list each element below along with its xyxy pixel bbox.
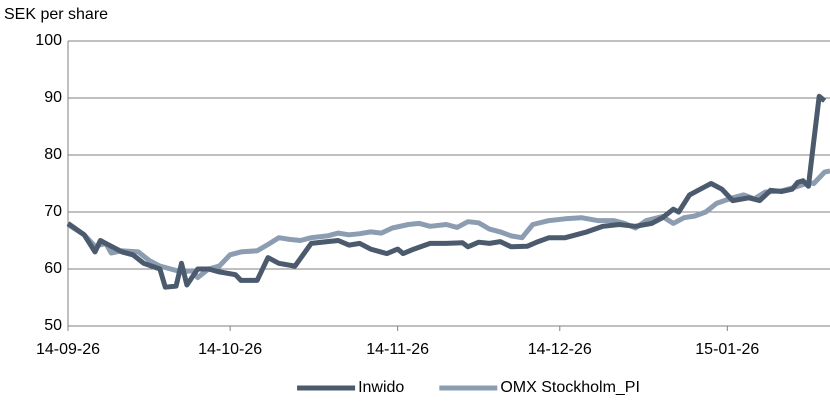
- legend-label: OMX Stockholm_PI: [500, 379, 640, 396]
- legend-label: Inwido: [358, 379, 404, 396]
- x-tick-label: 14-09-26: [36, 341, 100, 358]
- x-tick-label: 14-12-26: [528, 341, 592, 358]
- y-axis-label: SEK per share: [4, 6, 108, 23]
- y-tick-label: 60: [44, 260, 62, 277]
- x-tick-label: 15-01-26: [695, 341, 759, 358]
- y-tick-label: 70: [44, 203, 62, 220]
- series-line: [66, 93, 827, 290]
- x-tick-label: 14-11-26: [366, 341, 429, 358]
- y-tick-label: 80: [44, 146, 62, 163]
- x-tick-label: 14-10-26: [198, 341, 262, 358]
- y-tick-label: 100: [35, 32, 62, 49]
- series-line: [66, 168, 830, 281]
- y-tick-label: 90: [44, 89, 62, 106]
- y-tick-label: 50: [44, 317, 62, 334]
